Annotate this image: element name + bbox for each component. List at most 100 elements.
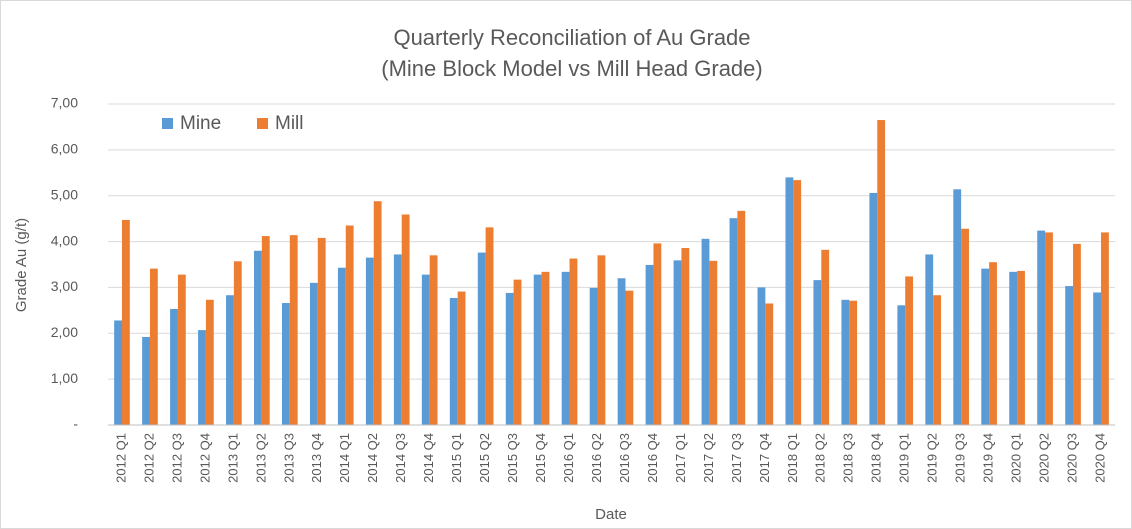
x-tick-label: 2014 Q1 [337,433,352,483]
legend-label: Mine [180,113,221,134]
x-tick-label: 2015 Q1 [449,433,464,483]
bar [198,330,206,425]
bar [589,287,598,425]
bar [393,254,402,425]
bar [170,308,178,425]
bar [533,274,542,425]
bar [345,225,354,425]
bar [765,303,774,425]
legend-swatch [257,118,268,129]
x-tick-label: 2012 Q1 [113,433,128,483]
bar [1009,271,1018,425]
bar [821,249,830,425]
legend-swatch [162,118,173,129]
bar [597,255,606,425]
bar [877,120,886,426]
x-tick-label: 2016 Q4 [645,433,660,483]
bar [933,295,942,425]
bar [905,276,914,425]
bar [989,262,997,425]
x-tick-label: 2017 Q1 [673,433,688,483]
bar [513,279,522,425]
bar [1101,232,1109,425]
bar [569,258,578,425]
bar [981,268,990,425]
bar [953,189,962,425]
bar [925,254,934,425]
bar [541,271,550,425]
bar [785,177,794,425]
bar [757,287,766,425]
bar [205,299,214,425]
x-tick-label: 2014 Q3 [393,433,408,483]
bar [142,336,150,425]
x-tick-label: 2020 Q4 [1092,433,1107,483]
x-tick-label: 2013 Q4 [309,433,324,483]
bar [841,299,850,425]
x-tick-label: 2017 Q3 [729,433,744,483]
bar [737,210,746,425]
bar [1045,232,1053,425]
y-tick-label: - [73,416,78,432]
x-tick-label: 2013 Q2 [253,433,268,483]
bar [281,303,290,425]
x-tick-label: 2012 Q2 [141,433,156,483]
bar [289,235,298,425]
bar [121,220,130,425]
bar [485,227,494,425]
y-tick-label: 3,00 [51,278,78,294]
y-tick-label: 2,00 [51,324,78,340]
bar [226,295,234,425]
x-tick-label: 2014 Q2 [365,433,380,483]
bar [457,291,466,425]
x-tick-label: 2013 Q3 [281,433,296,483]
bar [673,260,682,425]
bar [449,297,458,425]
y-axis-title: Grade Au (g/t) [13,218,30,312]
bar [365,257,374,425]
x-tick-label: 2016 Q3 [617,433,632,483]
bar [681,247,690,425]
x-tick-label: 2018 Q4 [869,433,884,483]
x-tick-label: 2018 Q1 [785,433,800,483]
x-tick-label: 2017 Q4 [757,433,772,483]
y-tick-label: 1,00 [51,370,78,386]
x-tick-label: 2016 Q2 [589,433,604,483]
bar [813,280,822,425]
bar [961,228,969,425]
x-tick-label: 2020 Q2 [1037,433,1052,483]
y-tick-label: 4,00 [51,232,78,248]
x-tick-label: 2019 Q3 [953,433,968,483]
y-tick-label: 6,00 [51,141,78,157]
bar [617,278,626,425]
x-tick-label: 2015 Q4 [533,433,548,483]
bar [561,271,570,425]
y-tick-label: 7,00 [51,95,78,111]
y-tick-label: 5,00 [51,186,78,202]
x-tick-label: 2020 Q3 [1064,433,1079,483]
bar [373,201,382,425]
bar [429,255,438,425]
x-tick-label: 2013 Q1 [225,433,240,483]
bar [709,260,718,425]
bar [177,274,186,425]
bar [337,267,346,425]
x-tick-label: 2019 Q2 [925,433,940,483]
x-tick-label: 2020 Q1 [1009,433,1024,483]
bar [625,290,634,425]
bar [309,282,318,425]
bar [1037,230,1046,425]
x-tick-label: 2016 Q1 [561,433,576,483]
x-tick-label: 2015 Q3 [505,433,520,483]
x-tick-label: 2015 Q2 [477,433,492,483]
x-tick-label: 2012 Q3 [169,433,184,483]
bar [477,252,486,425]
x-tick-label: 2018 Q3 [841,433,856,483]
bar [233,261,242,425]
bar [421,274,430,425]
bar [1073,243,1081,425]
x-tick-label: 2014 Q4 [421,433,436,483]
bar [1017,270,1025,425]
